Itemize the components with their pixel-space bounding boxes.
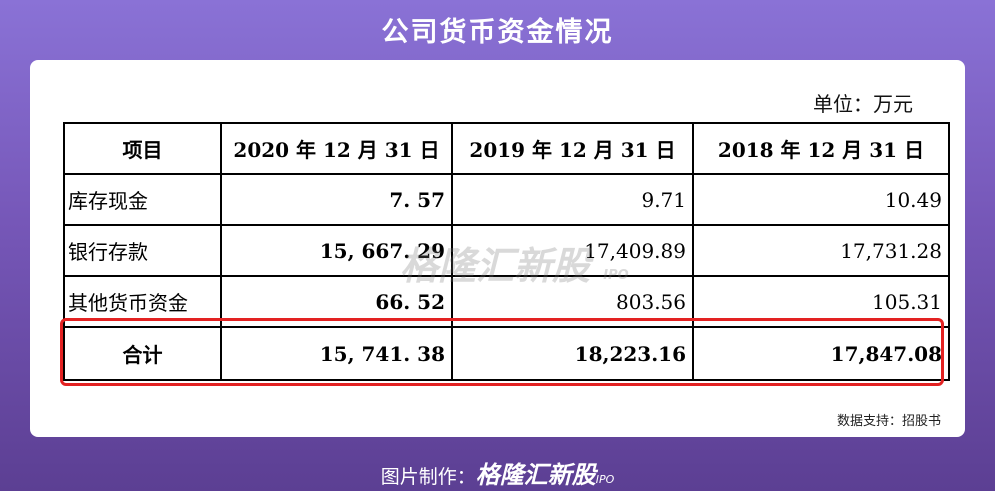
cell: 15, 741. 38 [220, 326, 453, 381]
cell: 10.49 [692, 173, 950, 226]
table: 项目 2020 年 12 月 31 日 2019 年 12 月 31 日 201… [63, 122, 950, 381]
cell: 15, 667. 29 [220, 224, 453, 277]
row: 银行存款 15, 667. 29 17,409.89 17,731.28 [63, 224, 950, 277]
footer-label: 图片制作： [380, 466, 476, 488]
cell: 17,409.89 [451, 224, 694, 277]
highlight-box [60, 318, 944, 386]
watermark: 格隆汇新股 IPO [400, 235, 629, 290]
header-cell: 2018 年 12 月 31 日 [692, 122, 950, 175]
cell: 17,847.08 [692, 326, 950, 381]
cell: 7. 57 [220, 173, 453, 226]
cell: 库存现金 [63, 173, 222, 226]
unit: 单位：万元 [813, 92, 913, 116]
footer-tag: IPO [595, 473, 615, 486]
total-row: 合计 15, 741. 38 18,223.16 17,847.08 [63, 326, 950, 381]
cell: 18,223.16 [451, 326, 694, 381]
cell: 银行存款 [63, 224, 222, 277]
footer: 图片制作：格隆汇新股IPO [0, 455, 995, 490]
title: 公司货币资金情况 [381, 17, 614, 48]
watermark-tag: IPO [603, 268, 629, 283]
header-cell: 项目 [63, 122, 222, 175]
row: 库存现金 7. 57 9.71 10.49 [63, 173, 950, 226]
cell: 合计 [63, 326, 222, 381]
cell: 17,731.28 [692, 224, 950, 277]
card: 单位：万元 项目 2020 年 12 月 31 日 2019 年 12 月 31… [30, 60, 965, 437]
cell: 9.71 [451, 173, 694, 226]
header-cell: 2019 年 12 月 31 日 [451, 122, 694, 175]
source: 数据支持：招股书 [836, 414, 941, 429]
footer-name: 格隆汇新股 [475, 461, 596, 489]
watermark-name: 格隆汇新股 [400, 244, 591, 288]
header-cell: 2020 年 12 月 31 日 [220, 122, 453, 175]
header-row: 项目 2020 年 12 月 31 日 2019 年 12 月 31 日 201… [63, 122, 950, 175]
